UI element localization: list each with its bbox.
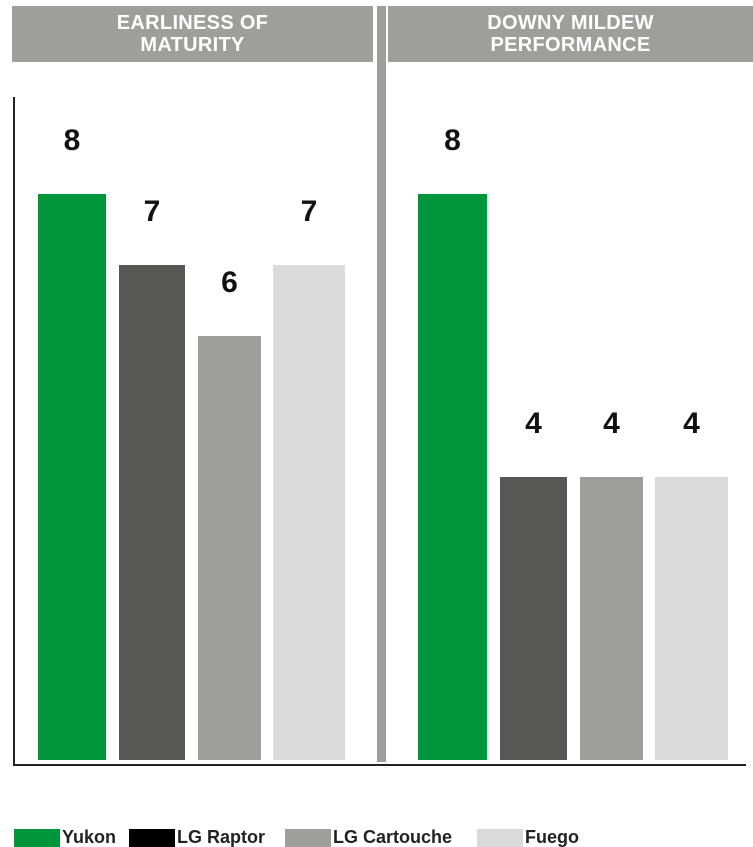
downy-mildew-performance-title: DOWNY MILDEW PERFORMANCE <box>487 12 654 56</box>
value-label-downy-mildew-yukon: 8 <box>444 124 461 157</box>
legend: Yukon LG Raptor LG Cartouche Fuego <box>0 823 753 847</box>
legend-label-yukon: Yukon <box>62 827 117 847</box>
value-label-maturity-fuego: 7 <box>300 194 318 228</box>
bar-maturity-fuego <box>273 264 345 760</box>
legend-label-lg-raptor: LG Raptor <box>177 827 265 847</box>
y-axis-line <box>13 97 15 765</box>
earliness-of-maturity-header: EARLINESS OF MATURITY <box>12 6 373 62</box>
x-axis-line <box>13 764 746 766</box>
legend-label-lg-cartouche: LG Cartouche <box>333 827 453 847</box>
legend-swatch-fuego <box>477 829 523 847</box>
bar-maturity-lg-cartouche <box>198 335 261 760</box>
legend-label-fuego: Fuego <box>525 827 579 847</box>
value-label-maturity-yukon: 8 <box>63 124 81 157</box>
bar-downy-mildew-lg-raptor <box>500 477 567 760</box>
value-label-downy-mildew-fuego: 4 <box>683 407 700 440</box>
legend-swatch-yukon <box>14 829 60 847</box>
value-label-downy-mildew-lg-cartouche: 4 <box>603 407 620 440</box>
legend-swatch-lg-cartouche <box>285 829 331 847</box>
bar-downy-mildew-yukon <box>418 194 487 760</box>
value-label-downy-mildew-lg-raptor: 4 <box>525 407 542 440</box>
earliness-of-maturity-title: EARLINESS OF MATURITY <box>116 12 269 56</box>
panel-divider <box>377 6 386 762</box>
value-label-maturity-lg-raptor: 7 <box>143 194 161 228</box>
legend-swatch-lg-raptor <box>129 829 175 847</box>
bar-downy-mildew-fuego <box>655 477 728 760</box>
downy-mildew-performance-header: DOWNY MILDEW PERFORMANCE <box>388 6 753 62</box>
bar-maturity-yukon <box>38 194 106 760</box>
bar-maturity-lg-raptor <box>119 264 185 760</box>
bar-downy-mildew-lg-cartouche <box>580 477 643 760</box>
value-label-maturity-lg-cartouche: 6 <box>221 265 238 299</box>
